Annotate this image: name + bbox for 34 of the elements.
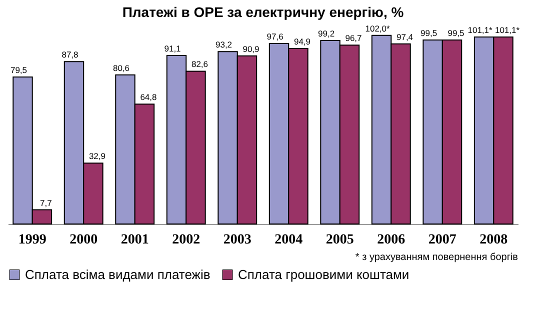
data-label: 97,4 — [396, 32, 414, 42]
data-label: 90,9 — [242, 44, 260, 54]
text: * з урахуванням повернення боргів — [355, 252, 518, 263]
data-label: 101,1* — [494, 24, 520, 35]
x-tick-label: 2006 — [377, 232, 406, 248]
data-label: 64,8 — [140, 92, 158, 102]
data-label: 79,5 — [10, 64, 28, 75]
data-label: 99,2 — [318, 28, 335, 38]
data-label: 87,8 — [62, 50, 79, 60]
x-tick-label: 2003 — [223, 232, 252, 248]
data-label: 99,5 — [420, 28, 438, 38]
data-label: 101,1* — [468, 24, 494, 35]
data-label: 7,7 — [40, 198, 52, 208]
x-tick-label: 2005 — [326, 232, 354, 248]
data-label: 80,6 — [112, 62, 130, 73]
x-tick-label: 2002 — [172, 232, 200, 248]
data-label: 102,0* — [365, 23, 391, 34]
data-label: 96,7 — [345, 33, 362, 44]
data-label: 93,2 — [215, 40, 232, 50]
data-label: 91,1 — [164, 43, 182, 54]
data-label: 94,9 — [294, 36, 311, 46]
legend-label: Сплата грошовими коштами — [238, 266, 410, 282]
x-tick-label: 1999 — [18, 232, 46, 248]
data-label: 82,6 — [191, 59, 208, 70]
x-tick-label: 2004 — [274, 232, 303, 248]
data-label: 99,5 — [448, 28, 465, 38]
x-tick-label: 2000 — [70, 232, 98, 248]
x-tick-label: 2008 — [480, 232, 508, 248]
data-label: 97,6 — [266, 31, 284, 42]
data-label: 32,9 — [88, 151, 106, 162]
chart-title: Платежі в ОРЕ за електричну енергію, % — [122, 4, 404, 20]
x-tick-label: 2001 — [120, 232, 149, 248]
legend-label: Сплата всіма видами платежів — [25, 266, 210, 282]
x-tick-label: 2007 — [428, 232, 456, 248]
